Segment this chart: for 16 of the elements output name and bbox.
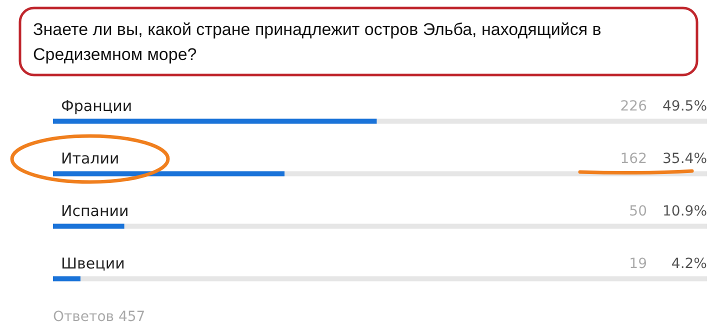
data-label: 35.4%	[662, 150, 707, 167]
annotation: 19	[629, 256, 647, 272]
y-tick-label: Швеции	[61, 254, 125, 272]
annotation: 226	[620, 98, 648, 114]
annotation: 50	[629, 203, 647, 220]
data-label: 4.2%	[671, 256, 707, 272]
bar	[53, 276, 80, 282]
y-tick-label: Испании	[61, 202, 129, 220]
data-label: 10.9%	[662, 203, 707, 220]
y-tick-label: Франции	[61, 96, 132, 115]
bar	[53, 224, 124, 229]
data-label: 49.5%	[662, 98, 707, 114]
annotation: 162	[620, 150, 647, 167]
y-tick-label: Италии	[61, 149, 120, 168]
chart-title: Знаете ли вы, какой стране принадлежит остров Эльба, находящийся в Средиземном море?	[33, 20, 606, 64]
text: Ответов 457	[53, 309, 146, 325]
